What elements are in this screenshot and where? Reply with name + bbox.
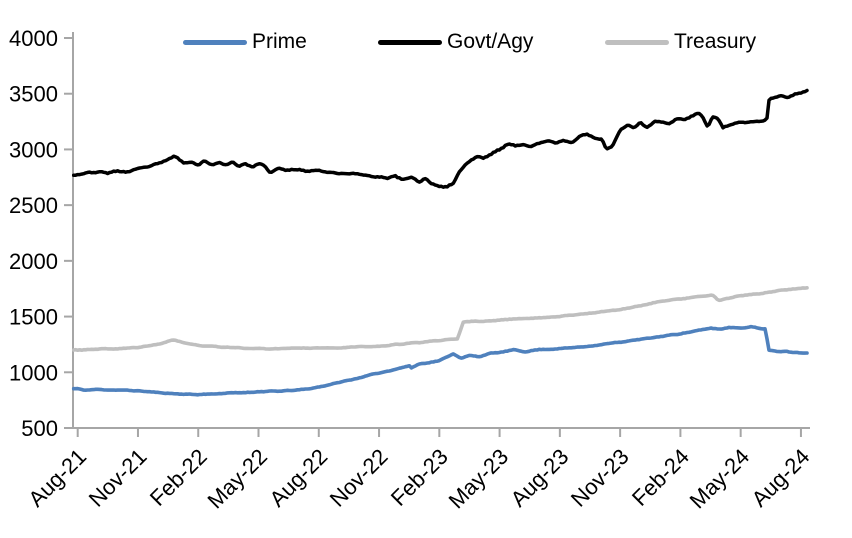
y-axis-tick-label: 3500 bbox=[9, 82, 58, 107]
legend-item-govt-agy: Govt/Agy bbox=[378, 26, 533, 58]
legend-label-prime: Prime bbox=[252, 30, 307, 53]
x-axis-tick-label: Nov-22 bbox=[325, 444, 393, 512]
treasury-line-swatch bbox=[605, 39, 669, 45]
x-axis-tick-label: Feb-24 bbox=[627, 444, 694, 511]
y-axis-tick-label: 500 bbox=[21, 416, 58, 441]
legend-item-prime: Prime bbox=[183, 26, 307, 58]
x-axis-tick-label: Aug-21 bbox=[23, 444, 91, 512]
x-axis-tick-label: Aug-24 bbox=[747, 444, 815, 512]
legend-label-treasury: Treasury bbox=[674, 30, 757, 53]
y-axis-tick-label: 4000 bbox=[9, 26, 58, 51]
y-axis-tick-label: 1000 bbox=[9, 360, 58, 385]
y-axis-tick-label: 2000 bbox=[9, 249, 58, 274]
series-line-treasury bbox=[71, 286, 809, 352]
legend-label-govt-agy: Govt/Agy bbox=[447, 30, 534, 53]
legend-item-treasury: Treasury bbox=[605, 26, 756, 58]
prime-line-swatch bbox=[183, 39, 247, 45]
series-line-prime bbox=[71, 324, 809, 397]
x-axis-tick-label: Feb-22 bbox=[145, 444, 212, 511]
x-axis-tick-label: Feb-23 bbox=[386, 444, 453, 511]
axis-lines bbox=[72, 32, 810, 429]
x-axis-tick-label: May-24 bbox=[685, 444, 755, 514]
series-line-govt-agy bbox=[71, 88, 809, 189]
y-axis-tick-label: 3000 bbox=[9, 137, 58, 162]
x-axis-tick-label: May-22 bbox=[202, 444, 272, 514]
x-axis-tick-label: Aug-22 bbox=[264, 444, 332, 512]
x-axis-tick-label: Nov-23 bbox=[566, 444, 634, 512]
x-axis-tick-label: Aug-23 bbox=[506, 444, 574, 512]
y-axis-tick-label: 2500 bbox=[9, 193, 58, 218]
x-axis-tick-label: Nov-21 bbox=[84, 444, 152, 512]
y-axis-tick-label: 1500 bbox=[9, 305, 58, 330]
x-axis-tick-label: May-23 bbox=[444, 444, 514, 514]
govt-agy-line-swatch bbox=[378, 39, 442, 45]
